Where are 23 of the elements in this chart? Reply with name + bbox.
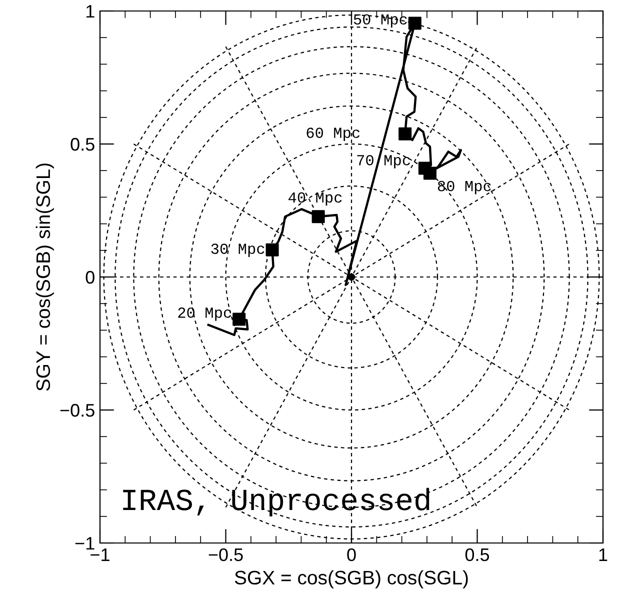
x-tick-label: −0.5 (208, 548, 243, 562)
point (266, 243, 279, 256)
y-tick-label: 0 (86, 270, 94, 284)
x-tick-label: 1 (599, 548, 608, 561)
annotation: 40 Mpc (288, 192, 342, 206)
annotation: 60 Mpc (306, 128, 360, 142)
y-tick-label: −1 (75, 537, 94, 550)
point (232, 312, 246, 326)
annotation: 80 Mpc (438, 180, 491, 194)
x-tick-label: 0 (347, 548, 356, 562)
point (423, 166, 436, 180)
annotation: 20 Mpc (178, 307, 232, 321)
point (408, 16, 422, 30)
annotation: 70 Mpc (357, 154, 410, 168)
y-tick-label: −0.5 (60, 404, 94, 417)
y-tick-label: 0.5 (70, 138, 94, 151)
point (398, 127, 412, 140)
x-tick-label: 0.5 (465, 548, 490, 562)
y-axis-title: SGY = cos(SGB) sin(SGL) (36, 164, 54, 391)
point (312, 210, 325, 224)
y-tick-label: 1 (86, 5, 94, 18)
x-axis-title: SGX = cos(SGB) cos(SGL) (234, 570, 468, 588)
annotation: 30 Mpc (211, 244, 264, 257)
